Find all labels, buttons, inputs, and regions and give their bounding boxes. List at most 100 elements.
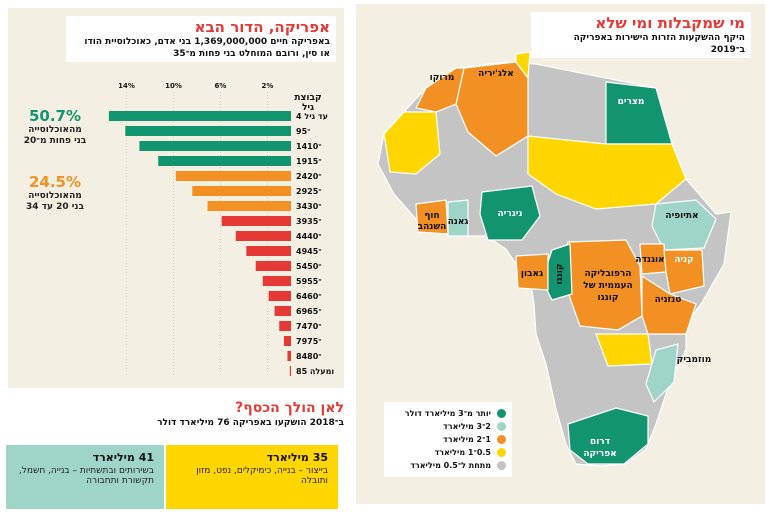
nigeria-region bbox=[479, 185, 541, 241]
age-category-label: 39־35 bbox=[296, 217, 322, 226]
map-title: מי שמקבלות ומי שלא bbox=[595, 14, 745, 32]
gabon-region bbox=[515, 253, 549, 291]
under20-line1: מהאוכלוסייה bbox=[28, 125, 82, 135]
legend-swatch bbox=[497, 461, 506, 470]
age-category-label: 85 ומעלה bbox=[296, 367, 334, 376]
age-bar bbox=[235, 231, 291, 241]
age-category-label: 54־50 bbox=[296, 262, 322, 271]
label-mozambique: מוזמביק bbox=[677, 355, 711, 365]
label-nigeria: ניגריה bbox=[497, 209, 522, 219]
label-ghana: גאנה bbox=[448, 217, 469, 227]
label-gabon: גאבון bbox=[521, 269, 543, 279]
age-bar bbox=[207, 201, 291, 211]
label-morocco: מרוקו bbox=[430, 73, 455, 83]
age-bar bbox=[289, 366, 291, 376]
age-category-label: 59־55 bbox=[296, 277, 322, 286]
west-sahel-region bbox=[383, 111, 441, 175]
x-tick-label: 10% bbox=[165, 82, 182, 90]
label-algeria: אלג'יריה bbox=[478, 69, 514, 79]
tanzania-region bbox=[641, 274, 697, 335]
age-bar bbox=[158, 156, 291, 166]
age-category-label: 74־70 bbox=[296, 322, 322, 331]
mozambique-region bbox=[645, 343, 679, 404]
age-bar bbox=[221, 216, 291, 226]
age-bar bbox=[192, 186, 291, 196]
age-bar bbox=[268, 291, 291, 301]
age20-34-line2: בני 20 עד 34 bbox=[26, 202, 84, 212]
age-category-label: 29־25 bbox=[296, 187, 322, 196]
money-subtitle: ב־2018 הושקעו באפריקה 76 מיליארד דולר bbox=[157, 418, 344, 428]
age20-34-line1: מהאוכלוסייה bbox=[28, 191, 82, 201]
ethiopia-region bbox=[651, 199, 717, 251]
legend-item: מתחת ל־0.5 מיליארד bbox=[390, 459, 506, 472]
legend-label: יותר מ־3 מיליארד דולר bbox=[404, 409, 491, 418]
label-ethiopia: אתיופיה bbox=[665, 211, 698, 221]
label-south-africa-2: אפריקה bbox=[583, 449, 616, 459]
age-category-label: 64־60 bbox=[296, 292, 322, 301]
x-tick-label: 2% bbox=[262, 82, 274, 90]
age-bar bbox=[279, 321, 291, 331]
age-bar bbox=[108, 111, 291, 121]
manufacturing-text: בייצור – בנייה, כימיקלים, נפט, מזון ותוב… bbox=[196, 466, 328, 486]
age-bar bbox=[262, 276, 291, 286]
legend-item: 1־2 מיליארד bbox=[390, 433, 506, 446]
money-header: לאן הולך הכסף? ב־2018 הושקעו באפריקה 76 … bbox=[8, 400, 344, 429]
legend-swatch bbox=[497, 448, 506, 457]
africa-map: מצרים אלג'יריה מרוקו ניגריה גאנה חוף השנ… bbox=[377, 51, 732, 467]
age-category-label: 69־65 bbox=[296, 307, 322, 316]
label-ivory-coast-1: חוף bbox=[424, 211, 439, 221]
population-panel: אפריקה, הדור הבא באפריקה חיים 1,369,000,… bbox=[8, 8, 344, 388]
kenya-region bbox=[663, 249, 705, 295]
tunisia-region bbox=[515, 51, 531, 80]
label-south-africa-1: דרום bbox=[590, 437, 610, 447]
age-group-header: קבוצת bbox=[294, 93, 321, 103]
age-category-label: 14־10 bbox=[296, 142, 322, 151]
label-ivory-coast-2: השנהב bbox=[418, 222, 447, 232]
age-category-label: 44־40 bbox=[296, 232, 322, 241]
legend-label: מתחת ל־0.5 מיליארד bbox=[410, 461, 491, 470]
map-legend: יותר מ־3 מיליארד דולר 2־3 מיליארד 1־2 מילי… bbox=[384, 402, 512, 477]
money-title: לאן הולך הכסף? bbox=[235, 400, 344, 416]
age-bar bbox=[274, 306, 291, 316]
map-subtitle: היקף ההשקעות הזרות הישירות באפריקה ב־201… bbox=[573, 33, 745, 55]
age-group-header: גיל bbox=[302, 103, 314, 113]
legend-item: 0.5־1 מיליארד bbox=[390, 446, 506, 459]
age20-34-note: 24.5% מהאוכלוסייה בני 20 עד 34 bbox=[14, 174, 96, 213]
ghana-region bbox=[447, 199, 469, 237]
age-category-label: 19־15 bbox=[296, 157, 322, 166]
age-category-label: 9־5 bbox=[296, 127, 310, 136]
label-uganda: אוגנדה bbox=[635, 255, 664, 265]
under20-pct: 50.7% bbox=[28, 107, 82, 125]
south-africa-region bbox=[567, 407, 649, 465]
morocco-region bbox=[415, 67, 465, 113]
label-drc-1: הרפובליקה bbox=[584, 269, 631, 279]
population-title: אפריקה, הדור הבא bbox=[194, 18, 330, 36]
age-category-label: 34־30 bbox=[296, 202, 322, 211]
label-drc-3: קונגו bbox=[598, 293, 619, 303]
legend-swatch bbox=[497, 409, 506, 418]
population-subtitle-2: או סין, ורובם המוחלט בני פחות מ־35 bbox=[173, 49, 330, 59]
egypt-region bbox=[605, 81, 673, 145]
age-bar bbox=[175, 171, 291, 181]
age-category-label: 79־75 bbox=[296, 337, 322, 346]
manufacturing-box: 35 מיליארד בייצור – בנייה, כימיקלים, נפט… bbox=[166, 445, 338, 509]
population-subtitle-1: באפריקה חיים 1,369,000,000 בני אדם, כאוכ… bbox=[84, 37, 330, 47]
under20-line2: בני פחות מ־20 bbox=[23, 136, 87, 146]
age-category-label: 49־45 bbox=[296, 247, 322, 256]
age-bar bbox=[283, 336, 291, 346]
population-title-box: אפריקה, הדור הבא באפריקה חיים 1,369,000,… bbox=[66, 16, 336, 62]
under20-note: 50.7% מהאוכלוסייה בני פחות מ־20 bbox=[14, 108, 96, 147]
age-bar bbox=[287, 351, 291, 361]
map-title-box: מי שמקבלות ומי שלא היקף ההשקעות הזרות הי… bbox=[531, 12, 751, 58]
services-amount: 41 מיליארד bbox=[92, 451, 154, 464]
legend-label: 2־3 מיליארד bbox=[443, 422, 491, 431]
legend-item: יותר מ־3 מיליארד דולר bbox=[390, 407, 506, 420]
legend-item: 2־3 מיליארד bbox=[390, 420, 506, 433]
services-text: בשירותים ובתשתיות – בנייה, חשמל, תקשורת … bbox=[18, 466, 154, 486]
legend-label: 1־2 מיליארד bbox=[443, 435, 491, 444]
services-box: 41 מיליארד בשירותים ובתשתיות – בנייה, חש… bbox=[6, 445, 164, 509]
legend-swatch bbox=[497, 422, 506, 431]
x-tick-label: 14% bbox=[118, 82, 135, 90]
legend-swatch bbox=[497, 435, 506, 444]
